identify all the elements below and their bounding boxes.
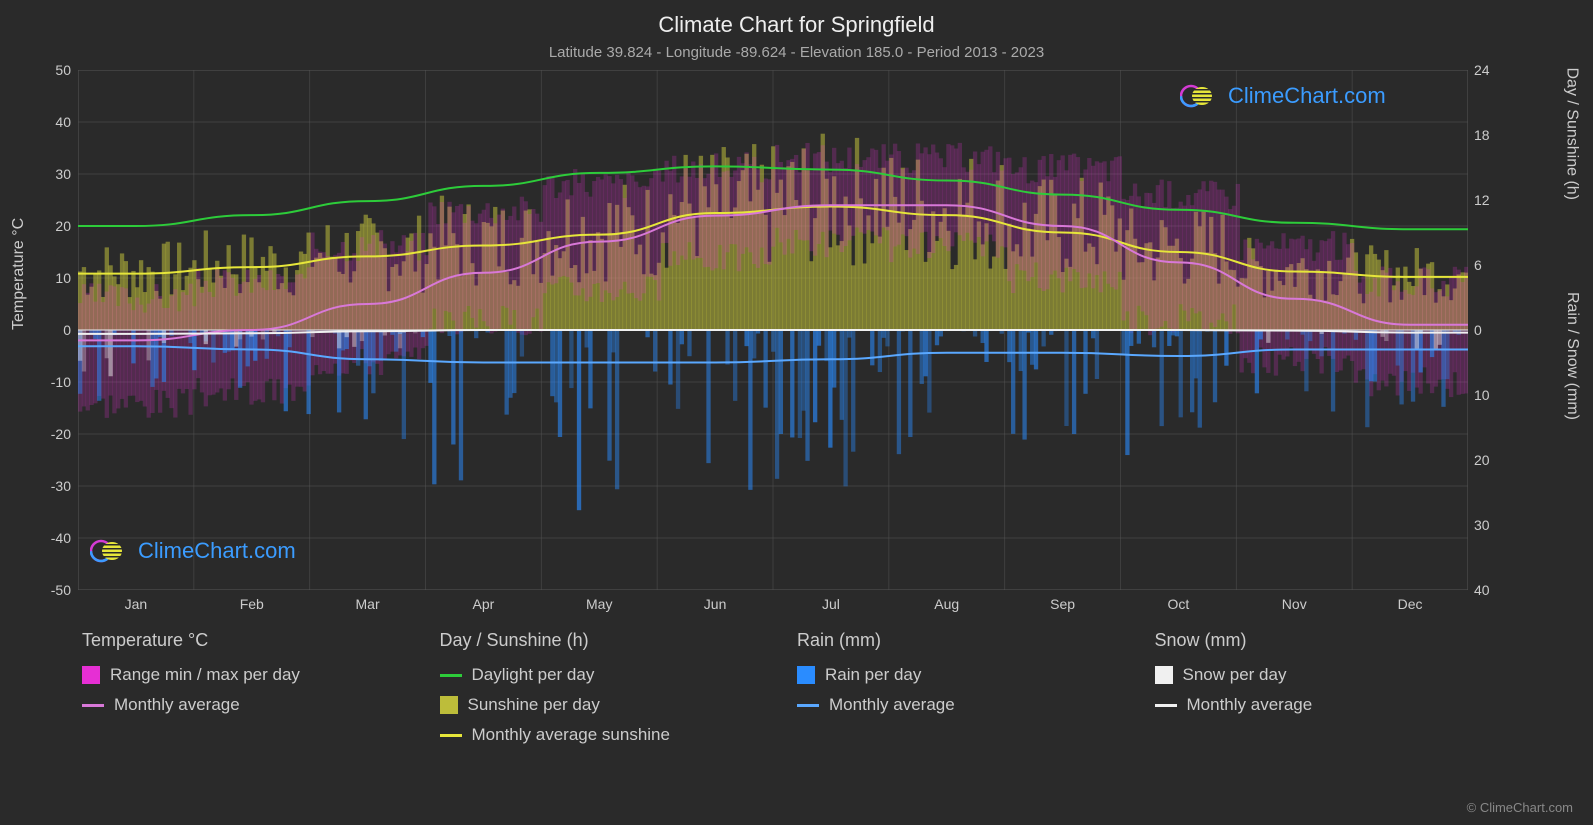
y-tick-right: 30 xyxy=(1474,517,1514,533)
climate-chart: Climate Chart for Springfield Latitude 3… xyxy=(0,0,1593,825)
x-tick: Jan xyxy=(125,596,148,612)
x-tick: Oct xyxy=(1168,596,1190,612)
y-tick-left: -40 xyxy=(31,530,71,546)
copyright: © ClimeChart.com xyxy=(1467,800,1573,815)
legend-item: Snow per day xyxy=(1155,665,1483,685)
legend-item: Daylight per day xyxy=(440,665,768,685)
y-tick-left: 20 xyxy=(31,218,71,234)
watermark-text: ClimeChart.com xyxy=(1228,83,1386,109)
legend-group-title: Temperature °C xyxy=(82,630,410,651)
y-tick-left: -50 xyxy=(31,582,71,598)
x-tick: Nov xyxy=(1282,596,1307,612)
y-tick-left: -30 xyxy=(31,478,71,494)
legend-label: Monthly average sunshine xyxy=(472,725,670,745)
y-tick-right: 40 xyxy=(1474,582,1514,598)
legend-item: Range min / max per day xyxy=(82,665,410,685)
legend-swatch xyxy=(82,704,104,707)
legend-label: Daylight per day xyxy=(472,665,595,685)
x-tick: May xyxy=(586,596,612,612)
watermark-top: ClimeChart.com xyxy=(1180,82,1386,110)
x-tick: Jul xyxy=(822,596,840,612)
x-tick: Jun xyxy=(704,596,727,612)
y-tick-left: 50 xyxy=(31,62,71,78)
legend-item: Monthly average xyxy=(797,695,1125,715)
watermark-bottom: ClimeChart.com xyxy=(90,537,296,565)
legend-group-title: Day / Sunshine (h) xyxy=(440,630,768,651)
legend-label: Monthly average xyxy=(1187,695,1313,715)
y-tick-left: 0 xyxy=(31,322,71,338)
legend-group: Snow (mm) Snow per day Monthly average xyxy=(1155,630,1483,755)
legend-swatch xyxy=(1155,666,1173,684)
y-axis-right-top-label: Day / Sunshine (h) xyxy=(1563,67,1581,200)
x-tick: Apr xyxy=(473,596,495,612)
legend-item: Sunshine per day xyxy=(440,695,768,715)
legend-swatch xyxy=(797,666,815,684)
y-tick-left: 10 xyxy=(31,270,71,286)
y-axis-right-bottom-label: Rain / Snow (mm) xyxy=(1563,292,1581,420)
legend-label: Monthly average xyxy=(114,695,240,715)
plot-area xyxy=(78,70,1468,590)
legend-swatch xyxy=(440,696,458,714)
legend-item: Rain per day xyxy=(797,665,1125,685)
watermark-text: ClimeChart.com xyxy=(138,538,296,564)
legend-swatch xyxy=(82,666,100,684)
legend-group-title: Snow (mm) xyxy=(1155,630,1483,651)
x-tick: Sep xyxy=(1050,596,1075,612)
y-tick-right: 0 xyxy=(1474,322,1514,338)
x-tick: Mar xyxy=(356,596,380,612)
chart-title: Climate Chart for Springfield xyxy=(0,0,1593,38)
legend-group: Temperature °C Range min / max per day Mon… xyxy=(82,630,410,755)
legend-label: Monthly average xyxy=(829,695,955,715)
y-tick-left: 30 xyxy=(31,166,71,182)
legend-label: Sunshine per day xyxy=(468,695,600,715)
y-tick-left: -10 xyxy=(31,374,71,390)
y-tick-right: 6 xyxy=(1474,257,1514,273)
y-tick-left: -20 xyxy=(31,426,71,442)
legend-label: Range min / max per day xyxy=(110,665,300,685)
legend-group: Rain (mm) Rain per day Monthly average xyxy=(797,630,1125,755)
legend-group: Day / Sunshine (h) Daylight per day Sunshi… xyxy=(440,630,768,755)
legend-swatch xyxy=(440,674,462,677)
legend-item: Monthly average xyxy=(82,695,410,715)
y-tick-right: 10 xyxy=(1474,387,1514,403)
legend-label: Rain per day xyxy=(825,665,921,685)
legend-swatch xyxy=(1155,704,1177,707)
chart-subtitle: Latitude 39.824 - Longitude -89.624 - El… xyxy=(0,38,1593,61)
legend-item: Monthly average sunshine xyxy=(440,725,768,745)
x-tick: Dec xyxy=(1398,596,1423,612)
legend-swatch xyxy=(440,734,462,737)
y-axis-left-label: Temperature °C xyxy=(10,218,28,330)
legend-item: Monthly average xyxy=(1155,695,1483,715)
legend-swatch xyxy=(797,704,819,707)
y-tick-right: 24 xyxy=(1474,62,1514,78)
y-tick-right: 18 xyxy=(1474,127,1514,143)
y-tick-right: 20 xyxy=(1474,452,1514,468)
legend-group-title: Rain (mm) xyxy=(797,630,1125,651)
x-tick: Aug xyxy=(934,596,959,612)
y-tick-left: 40 xyxy=(31,114,71,130)
x-tick: Feb xyxy=(240,596,264,612)
y-tick-right: 12 xyxy=(1474,192,1514,208)
legend: Temperature °C Range min / max per day Mon… xyxy=(82,630,1482,755)
legend-label: Snow per day xyxy=(1183,665,1287,685)
